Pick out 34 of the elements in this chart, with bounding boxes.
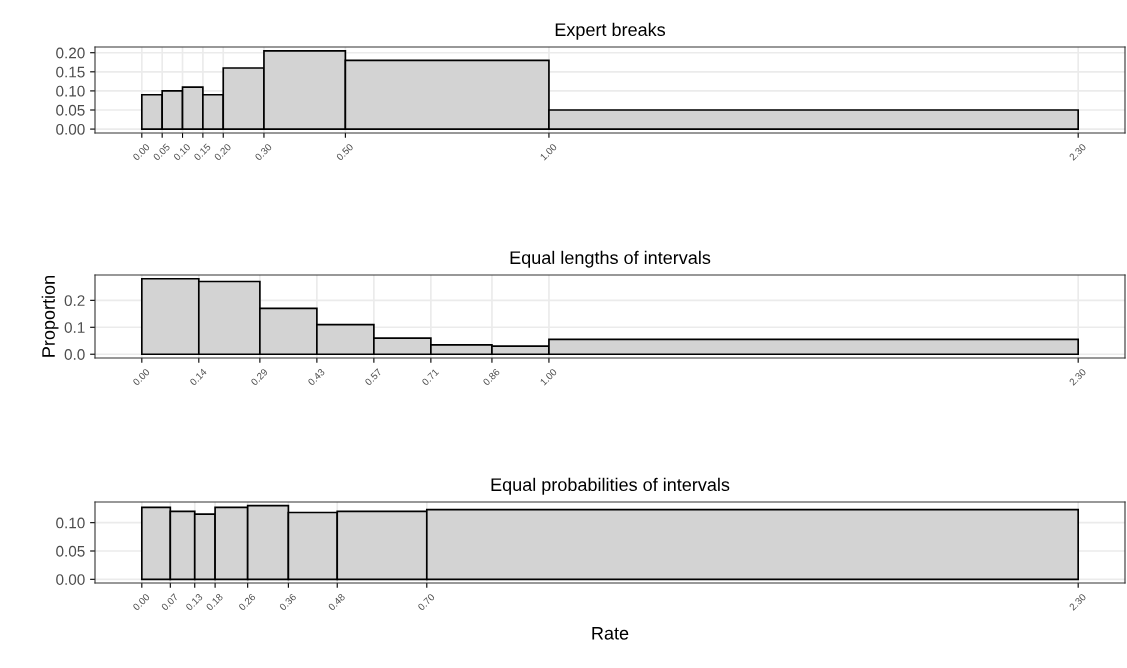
y-tick-label: 0.10: [56, 517, 85, 529]
x-tick-label: 0.26: [238, 593, 256, 611]
x-axis-title: Rate: [592, 627, 629, 640]
x-tick-label: 0.13: [185, 593, 203, 611]
y-axis-title: Proportion: [41, 276, 59, 357]
y-tick-label: 0.0: [64, 349, 85, 360]
x-tick-label: 0.48: [327, 593, 346, 611]
chart-title: Expert breaks: [555, 22, 666, 40]
y-tick-label: 0.00: [56, 574, 85, 585]
x-tick-label: 0.10: [173, 143, 191, 161]
y-tick-label: 0.15: [56, 66, 85, 78]
y-tick-label: 0.10: [56, 85, 85, 97]
y-tick-label: 0.20: [56, 47, 85, 59]
x-tick-label: 0.43: [307, 368, 326, 386]
y-tick-label: 0.05: [56, 104, 85, 116]
x-tick-label: 0.71: [421, 368, 440, 386]
x-tick-label: 0.50: [335, 143, 354, 161]
x-tick-label: 0.86: [482, 368, 501, 386]
chart-title: Equal lengths of intervals: [510, 250, 711, 268]
x-tick-label: 0.20: [213, 143, 232, 161]
x-tick-label: 0.30: [254, 143, 273, 161]
x-tick-label: 0.29: [250, 368, 269, 386]
y-tick-label: 0.2: [64, 295, 85, 307]
y-tick-label: 0.05: [56, 545, 85, 557]
x-tick-label: 0.70: [417, 593, 436, 611]
y-tick-label: 0.00: [56, 123, 85, 135]
x-tick-label: 0.14: [189, 368, 208, 386]
x-tick-label: 0.00: [132, 593, 151, 611]
x-tick-label: 0.18: [205, 593, 224, 611]
x-tick-label: 0.00: [132, 143, 151, 161]
x-tick-label: 0.36: [278, 593, 297, 611]
x-tick-label: 0.00: [132, 368, 151, 386]
chart-title: Equal probabilities of intervals: [491, 477, 730, 495]
y-tick-label: 0.1: [64, 322, 85, 333]
